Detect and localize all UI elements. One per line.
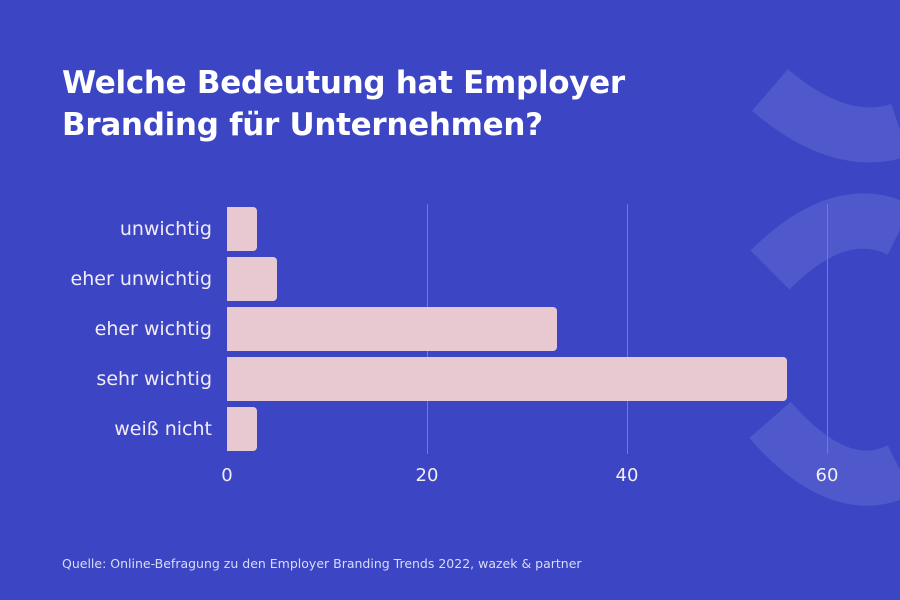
chart-title: Welche Bedeutung hat Employer Branding f…: [62, 65, 625, 143]
bar-sehr-wichtig: [227, 357, 787, 401]
y-label: eher unwichtig: [70, 268, 212, 290]
bar-eher-unwichtig: [227, 257, 277, 301]
bar-unwichtig: [227, 207, 257, 251]
y-label: unwichtig: [119, 218, 212, 240]
x-axis-ticks: 0 20 40 60: [221, 465, 847, 489]
x-tick: 60: [815, 465, 839, 486]
y-axis-labels: unwichtig eher unwichtig eher wichtig se…: [40, 204, 212, 454]
x-tick: 40: [615, 465, 639, 486]
plot-area: [227, 204, 828, 454]
y-label: weiß nicht: [114, 418, 212, 440]
y-label: eher wichtig: [94, 318, 212, 340]
source-note: Quelle: Online-Befragung zu den Employer…: [62, 556, 582, 571]
bar-weiß-nicht: [227, 407, 257, 451]
x-tick: 0: [221, 465, 233, 486]
x-tick: 20: [415, 465, 439, 486]
gridline: [827, 204, 828, 454]
y-label: sehr wichtig: [96, 368, 212, 390]
gridline: [627, 204, 628, 454]
bar-eher-wichtig: [227, 307, 557, 351]
